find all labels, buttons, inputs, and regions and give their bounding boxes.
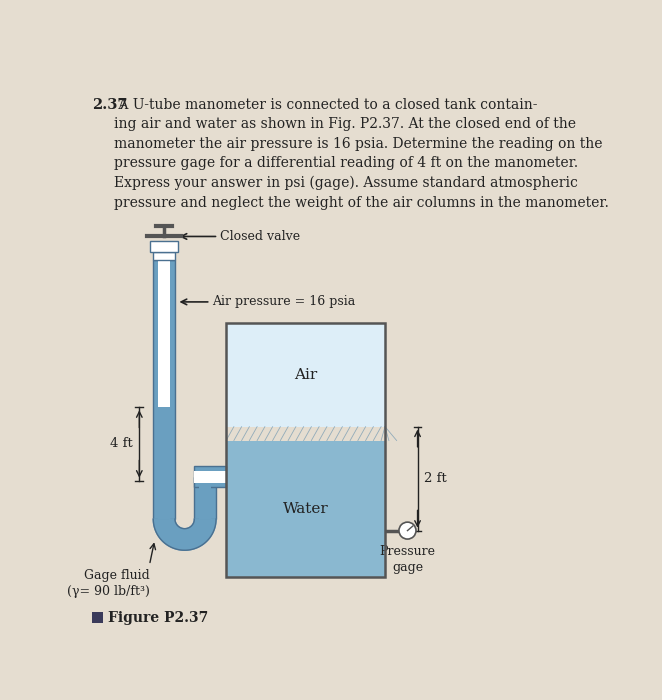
Bar xyxy=(195,477,216,519)
Bar xyxy=(154,252,175,260)
Text: Water: Water xyxy=(283,502,328,516)
Bar xyxy=(226,440,385,577)
Bar xyxy=(226,323,385,427)
Text: 2 ft: 2 ft xyxy=(424,472,446,485)
Text: Air pressure = 16 psia: Air pressure = 16 psia xyxy=(213,295,355,309)
Bar xyxy=(195,466,226,487)
Text: 2.37: 2.37 xyxy=(92,98,128,112)
Text: 4 ft: 4 ft xyxy=(111,438,133,451)
Text: Pressure
gage: Pressure gage xyxy=(379,545,436,574)
Circle shape xyxy=(399,522,416,539)
Bar xyxy=(92,612,103,623)
Bar xyxy=(150,241,178,252)
Bar xyxy=(199,477,211,519)
Text: Gage fluid
(γ= 90 lb/ft³): Gage fluid (γ= 90 lb/ft³) xyxy=(66,569,150,598)
Bar xyxy=(195,470,226,483)
Text: Air: Air xyxy=(294,368,317,382)
Text: Figure P2.37: Figure P2.37 xyxy=(107,610,208,624)
Polygon shape xyxy=(154,519,216,550)
Bar xyxy=(154,260,175,519)
Bar xyxy=(158,407,170,519)
Bar xyxy=(226,323,385,577)
Polygon shape xyxy=(158,519,211,545)
Bar xyxy=(158,260,170,407)
Text: A U-tube manometer is connected to a closed tank contain-
ing air and water as s: A U-tube manometer is connected to a clo… xyxy=(114,98,608,210)
Text: Closed valve: Closed valve xyxy=(220,230,300,243)
